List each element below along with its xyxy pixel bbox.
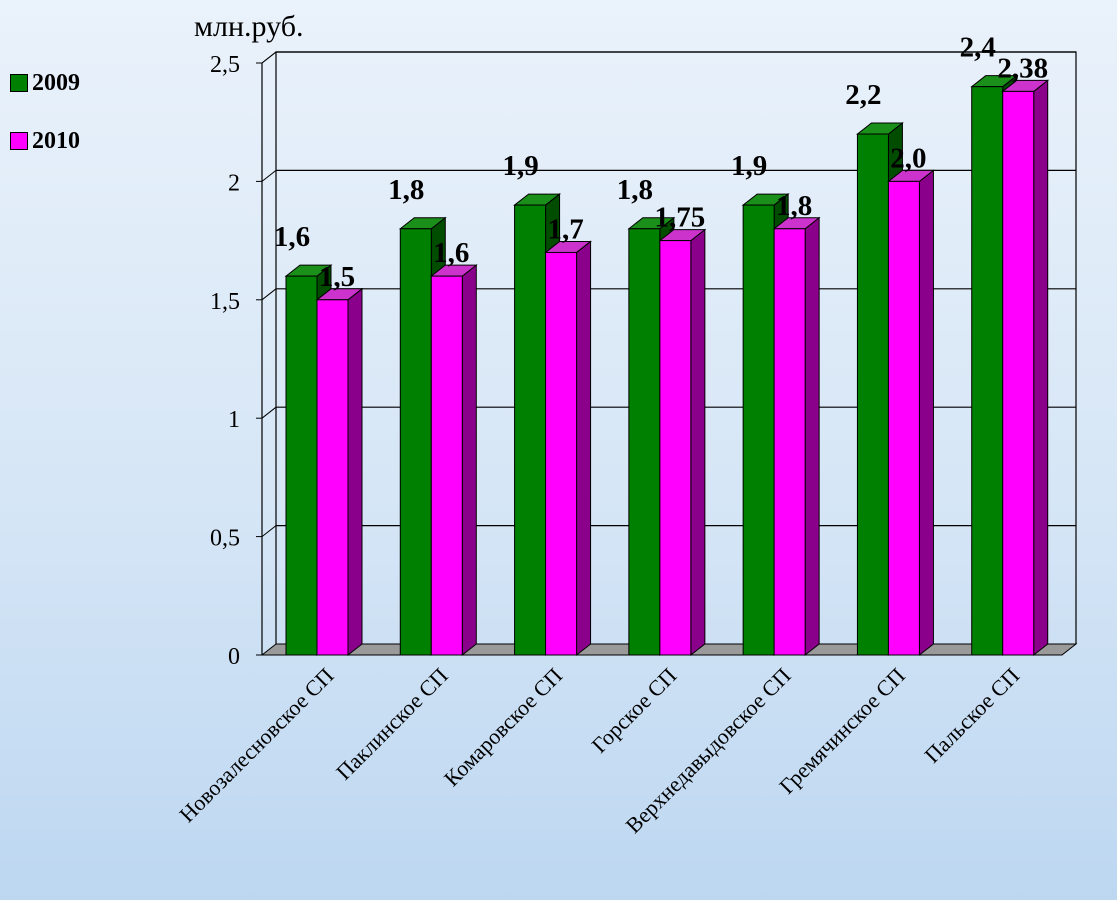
- legend-label-2010: 2010: [32, 127, 80, 154]
- legend-item-2009: 2009: [10, 66, 80, 100]
- bar-side-2010-4: [804, 216, 820, 657]
- data-label-2010-1: 1,6: [433, 237, 469, 269]
- bar-2009-6: [971, 86, 1004, 656]
- y-tick-label: 0,5: [210, 526, 240, 552]
- bar-side-2010-5: [918, 169, 934, 657]
- bar-2009-4: [742, 204, 775, 656]
- y-tick-labels: 0 0,5 1 1,5 2 2,5: [210, 52, 240, 670]
- data-labels: 1,61,51,81,61,91,71,81,751,91,82,22,02,4…: [274, 32, 1048, 293]
- data-label-2010-5: 2,0: [890, 142, 926, 174]
- y-tick-label: 2,5: [210, 52, 240, 78]
- legend-label-2009: 2009: [32, 69, 80, 96]
- legend-swatch-2009: [10, 74, 28, 92]
- data-label-2009-6: 2,4: [960, 32, 996, 64]
- unit-label: млн.руб.: [194, 10, 304, 43]
- data-label-2009-1: 1,8: [388, 174, 424, 206]
- data-label-2010-6: 2,38: [997, 52, 1048, 84]
- bar-side-2010-2: [576, 240, 592, 657]
- x-tick-label-1: Паклинское СП: [331, 663, 453, 785]
- bar-side-2010-0: [347, 287, 363, 657]
- data-label-2009-3: 1,8: [617, 174, 653, 206]
- bar-2010-4: [773, 228, 806, 656]
- data-label-2009-4: 1,9: [731, 150, 767, 182]
- back-wall-border: [275, 51, 1077, 644]
- legend-item-2010: 2010: [10, 124, 80, 158]
- data-label-2010-3: 1,75: [654, 202, 705, 234]
- gridline-depth: [261, 170, 277, 182]
- gridline-depth: [261, 406, 277, 419]
- bar-side-2010-3: [690, 228, 706, 657]
- x-tick-label-5: Гремячинское СП: [774, 663, 910, 799]
- legend-swatch-2010: [10, 132, 28, 150]
- bar-2010-0: [316, 299, 349, 656]
- data-label-2010-4: 1,8: [776, 190, 812, 222]
- bar-2009-2: [514, 204, 547, 656]
- x-tick-label-2: Комаровское СП: [439, 663, 567, 791]
- data-label-2010-2: 1,7: [547, 213, 583, 245]
- bars: [284, 74, 1050, 657]
- bar-2010-2: [545, 251, 578, 656]
- y-axis-depth-line: [261, 51, 277, 64]
- bar-2010-3: [659, 240, 692, 656]
- gridline-depth: [261, 525, 277, 537]
- y-tick-label: 1: [228, 407, 240, 433]
- data-label-2009-5: 2,2: [845, 79, 881, 111]
- y-tick-label: 2: [228, 170, 240, 196]
- bar-2010-5: [887, 180, 920, 656]
- bar-2009-3: [628, 228, 661, 656]
- data-label-2009-0: 1,6: [274, 221, 310, 253]
- bar-2010-1: [430, 275, 463, 656]
- gridline-depth: [261, 288, 277, 301]
- bar-2009-0: [285, 275, 318, 656]
- data-label-2009-2: 1,9: [502, 150, 538, 182]
- y-tick-label: 0: [228, 644, 240, 670]
- axes: [256, 51, 1077, 656]
- x-tick-label-0: Новозалесновское СП: [174, 663, 338, 827]
- bar-2009-1: [399, 228, 432, 656]
- bar-2010-6: [1002, 90, 1035, 656]
- y-tick-label: 1,5: [210, 289, 240, 315]
- bar-side-2010-1: [461, 264, 477, 657]
- bar-2009-5: [856, 133, 889, 656]
- x-tick-label-3: Горское СП: [586, 663, 681, 758]
- data-label-2010-0: 1,5: [319, 261, 355, 293]
- bar-side-2010-6: [1033, 79, 1049, 657]
- x-tick-label-6: Пальское СП: [919, 663, 1024, 768]
- legend: 2009 2010: [10, 66, 80, 182]
